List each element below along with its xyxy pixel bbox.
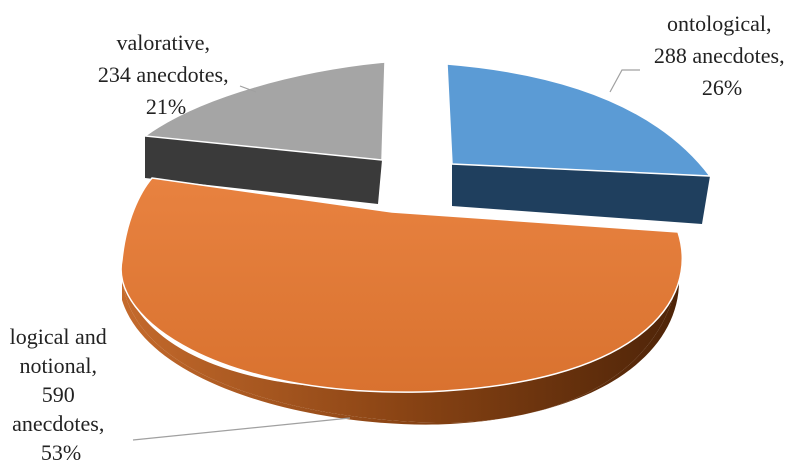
label-logical-line4: anecdotes, bbox=[12, 411, 104, 436]
slice-ontological-top bbox=[446, 63, 712, 177]
leader-line-valorative bbox=[239, 85, 257, 93]
slice-ontological-side bbox=[452, 164, 710, 224]
leader-lines bbox=[132, 69, 640, 441]
label-ontological: ontological, 288 anecdotes, 26% bbox=[654, 11, 790, 100]
slice-logical-top bbox=[120, 177, 683, 393]
slice-ontological bbox=[446, 63, 712, 224]
label-valorative-line1: valorative, bbox=[117, 30, 210, 55]
leader-line-ontological bbox=[609, 69, 640, 93]
slice-valorative-top bbox=[142, 61, 386, 161]
label-ontological-line1: ontological, bbox=[667, 11, 771, 36]
leader-line-logical bbox=[132, 417, 351, 441]
label-logical-line3: 590 bbox=[42, 382, 75, 407]
label-logical-line1: logical and bbox=[10, 324, 107, 349]
label-logical-line2: notional, bbox=[19, 353, 97, 378]
slice-valorative bbox=[142, 61, 386, 204]
label-valorative-line3: 21% bbox=[146, 94, 186, 119]
label-valorative-line2: 234 anecdotes, bbox=[98, 62, 229, 87]
label-logical-line5: 53% bbox=[41, 440, 81, 465]
label-ontological-line3: 26% bbox=[702, 75, 742, 100]
label-valorative: valorative, 234 anecdotes, 21% bbox=[98, 30, 234, 119]
slice-logical-and-notional bbox=[120, 177, 683, 425]
label-ontological-line2: 288 anecdotes, bbox=[654, 43, 785, 68]
label-logical-and-notional: logical and notional, 590 anecdotes, 53% bbox=[10, 324, 113, 465]
